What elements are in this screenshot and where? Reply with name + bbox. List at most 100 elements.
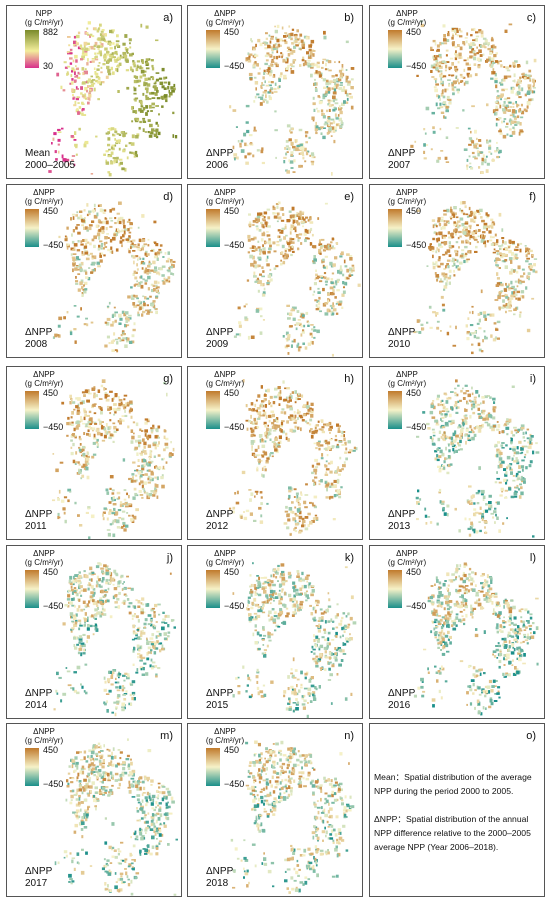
legend-min: −450	[406, 240, 427, 250]
legend-colorbar	[206, 748, 220, 786]
legend-title: ΔNPP (g C/m²/yr)	[205, 549, 245, 567]
panel-letter: j)	[166, 552, 173, 564]
notes-text: Mean：Spatial distribution of the average…	[374, 770, 542, 868]
legend-max: 450	[406, 206, 422, 216]
map-raster	[229, 24, 355, 176]
legend-colorbar	[388, 570, 402, 608]
map-panel: ΔNPP (g C/m²/yr) 450 −450 g) ΔNPP 2011	[6, 366, 182, 540]
panel-letter: f)	[529, 191, 536, 203]
mean-note: Mean：Spatial distribution of the average…	[374, 772, 532, 796]
map-panel: NPP (g C/m²/yr) 882 30 a) Mean 2000–2005	[6, 5, 182, 179]
legend-min: −450	[224, 779, 245, 789]
legend-title: ΔNPP (g C/m²/yr)	[387, 188, 427, 206]
map-panel: ΔNPP (g C/m²/yr) 450 −450 d) ΔNPP 2008	[6, 184, 182, 358]
legend-title: ΔNPP (g C/m²/yr)	[387, 9, 427, 27]
map-panel: ΔNPP (g C/m²/yr) 450 −450 f) ΔNPP 2010	[369, 184, 545, 358]
legend: ΔNPP (g C/m²/yr) 450 −450	[13, 370, 83, 432]
legend-min: −450	[224, 61, 245, 71]
legend-min: −450	[43, 779, 64, 789]
legend-max: 450	[224, 745, 240, 755]
legend-colorbar	[206, 391, 220, 429]
legend: ΔNPP (g C/m²/yr) 450 −450	[194, 9, 264, 71]
legend-min: −450	[224, 240, 245, 250]
legend-max: 450	[43, 745, 59, 755]
legend-title: ΔNPP (g C/m²/yr)	[24, 370, 64, 388]
legend-title: ΔNPP (g C/m²/yr)	[205, 370, 245, 388]
legend-title: ΔNPP (g C/m²/yr)	[24, 188, 64, 206]
legend-max: 450	[43, 206, 59, 216]
panel-letter: k)	[344, 552, 354, 564]
legend-colorbar	[25, 30, 39, 68]
panel-letter: e)	[344, 191, 354, 203]
legend-title: ΔNPP (g C/m²/yr)	[24, 727, 64, 745]
panel-letter: h)	[344, 373, 354, 385]
legend: ΔNPP (g C/m²/yr) 450 −450	[13, 188, 83, 250]
legend-max: 882	[43, 27, 59, 37]
legend-max: 450	[224, 27, 240, 37]
legend-colorbar	[388, 209, 402, 247]
panel-letter: l)	[529, 552, 536, 564]
panel-caption: ΔNPP 2014	[25, 688, 53, 711]
legend-min: 30	[43, 61, 54, 71]
map-raster	[410, 20, 537, 174]
legend: ΔNPP (g C/m²/yr) 450 −450	[376, 9, 446, 71]
legend-min: −450	[43, 601, 64, 611]
legend-max: 450	[43, 567, 59, 577]
legend-max: 450	[224, 567, 240, 577]
legend-min: −450	[43, 240, 64, 250]
panel-letter: d)	[163, 191, 173, 203]
panel-caption: ΔNPP 2012	[206, 509, 234, 532]
legend-title: NPP (g C/m²/yr)	[24, 9, 64, 27]
legend-min: −450	[224, 422, 245, 432]
legend-colorbar	[25, 570, 39, 608]
panel-caption: ΔNPP 2015	[206, 688, 234, 711]
panel-caption: ΔNPP 2011	[25, 509, 53, 532]
legend: ΔNPP (g C/m²/yr) 450 −450	[376, 370, 446, 432]
legend-colorbar	[206, 570, 220, 608]
delta-note: ΔNPP：Spatial distribution of the annual …	[374, 814, 531, 852]
legend-max: 450	[406, 388, 422, 398]
panel-caption: ΔNPP 2016	[388, 688, 416, 711]
legend-colorbar	[25, 391, 39, 429]
map-raster	[413, 562, 539, 716]
panel-letter: g)	[163, 373, 173, 385]
map-panel: ΔNPP (g C/m²/yr) 450 −450 k) ΔNPP 2015	[187, 545, 363, 719]
map-panel: ΔNPP (g C/m²/yr) 450 −450 b) ΔNPP 2006	[187, 5, 363, 179]
legend: ΔNPP (g C/m²/yr) 450 −450	[376, 188, 446, 250]
map-raster	[232, 562, 357, 718]
legend: ΔNPP (g C/m²/yr) 450 −450	[13, 727, 83, 789]
panel-caption: ΔNPP 2010	[388, 327, 416, 350]
panel-letter: m)	[160, 730, 173, 742]
map-panel: ΔNPP (g C/m²/yr) 450 −450 n) ΔNPP 2018	[187, 723, 363, 897]
map-panel: ΔNPP (g C/m²/yr) 450 −450 l) ΔNPP 2016	[369, 545, 545, 719]
legend: ΔNPP (g C/m²/yr) 450 −450	[194, 727, 264, 789]
legend-max: 450	[43, 388, 59, 398]
map-panel: ΔNPP (g C/m²/yr) 450 −450 c) ΔNPP 2007	[369, 5, 545, 179]
map-panel: ΔNPP (g C/m²/yr) 450 −450 i) ΔNPP 2013	[369, 366, 545, 540]
panel-letter: o)	[526, 730, 536, 742]
map-raster	[413, 201, 538, 355]
panel-letter: b)	[344, 12, 354, 24]
legend-max: 450	[406, 567, 422, 577]
map-raster	[230, 740, 355, 894]
legend: NPP (g C/m²/yr) 882 30	[13, 9, 83, 71]
map-panel: ΔNPP (g C/m²/yr) 450 −450 j) ΔNPP 2014	[6, 545, 182, 719]
panel-letter: c)	[526, 12, 536, 24]
legend: ΔNPP (g C/m²/yr) 450 −450	[194, 188, 264, 250]
panel-caption: ΔNPP 2008	[25, 327, 53, 350]
legend-max: 450	[406, 27, 422, 37]
panel-caption: ΔNPP 2009	[206, 327, 234, 350]
map-raster	[53, 562, 176, 717]
legend-title: ΔNPP (g C/m²/yr)	[387, 549, 427, 567]
map-raster	[48, 21, 178, 177]
panel-caption: ΔNPP 2017	[25, 866, 53, 889]
legend-colorbar	[388, 391, 402, 429]
map-panel: ΔNPP (g C/m²/yr) 450 −450 m) ΔNPP 2017	[6, 723, 182, 897]
map-panel: ΔNPP (g C/m²/yr) 450 −450 e) ΔNPP 2009	[187, 184, 363, 358]
legend-colorbar	[206, 209, 220, 247]
legend-title: ΔNPP (g C/m²/yr)	[205, 188, 245, 206]
legend-min: −450	[406, 601, 427, 611]
legend-title: ΔNPP (g C/m²/yr)	[205, 9, 245, 27]
legend-min: −450	[43, 422, 64, 432]
legend: ΔNPP (g C/m²/yr) 450 −450	[194, 370, 264, 432]
